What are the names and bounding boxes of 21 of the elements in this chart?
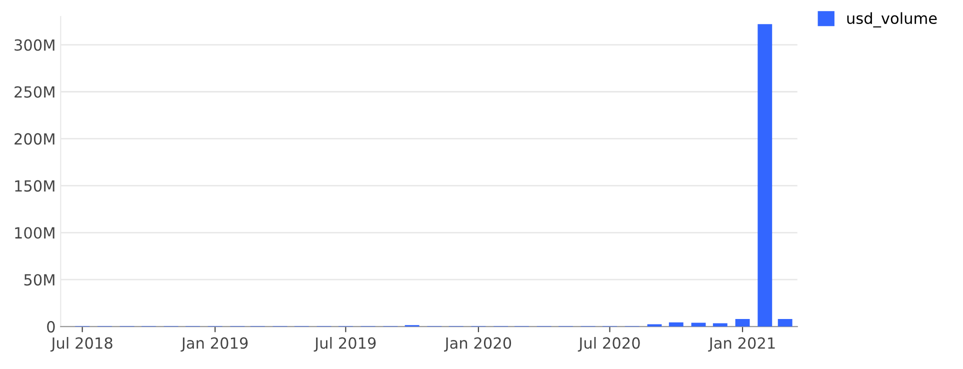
bar (758, 24, 772, 327)
y-tick-label: 50M (24, 274, 54, 286)
y-tick-label: 100M (15, 227, 54, 239)
x-tick-label: Jan 2019 (180, 337, 248, 352)
bar (778, 319, 792, 327)
bar (668, 322, 684, 327)
x-tick-label: Jan 2020 (444, 337, 512, 352)
bar (647, 324, 662, 327)
x-tick-label: Jul 2019 (314, 336, 376, 352)
x-tick-label: Jul 2020 (578, 336, 640, 352)
y-tick-label: 200M (14, 133, 54, 145)
y-tick-label: 300M (14, 39, 54, 51)
x-tick-label: Jan 2021 (708, 337, 775, 352)
y-tick-label: 0 (47, 321, 55, 333)
bar (735, 319, 750, 327)
legend-label: usd_volume (847, 12, 937, 28)
y-tick-label: 150M (15, 180, 54, 192)
x-tick-label: Jul 2018 (50, 336, 112, 352)
bar (712, 323, 728, 327)
bar (691, 322, 706, 327)
y-tick-label: 250M (14, 86, 54, 98)
